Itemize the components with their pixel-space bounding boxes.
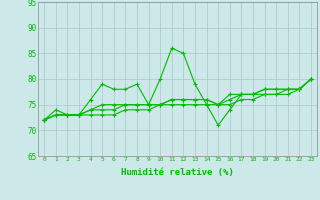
X-axis label: Humidité relative (%): Humidité relative (%) [121, 168, 234, 177]
